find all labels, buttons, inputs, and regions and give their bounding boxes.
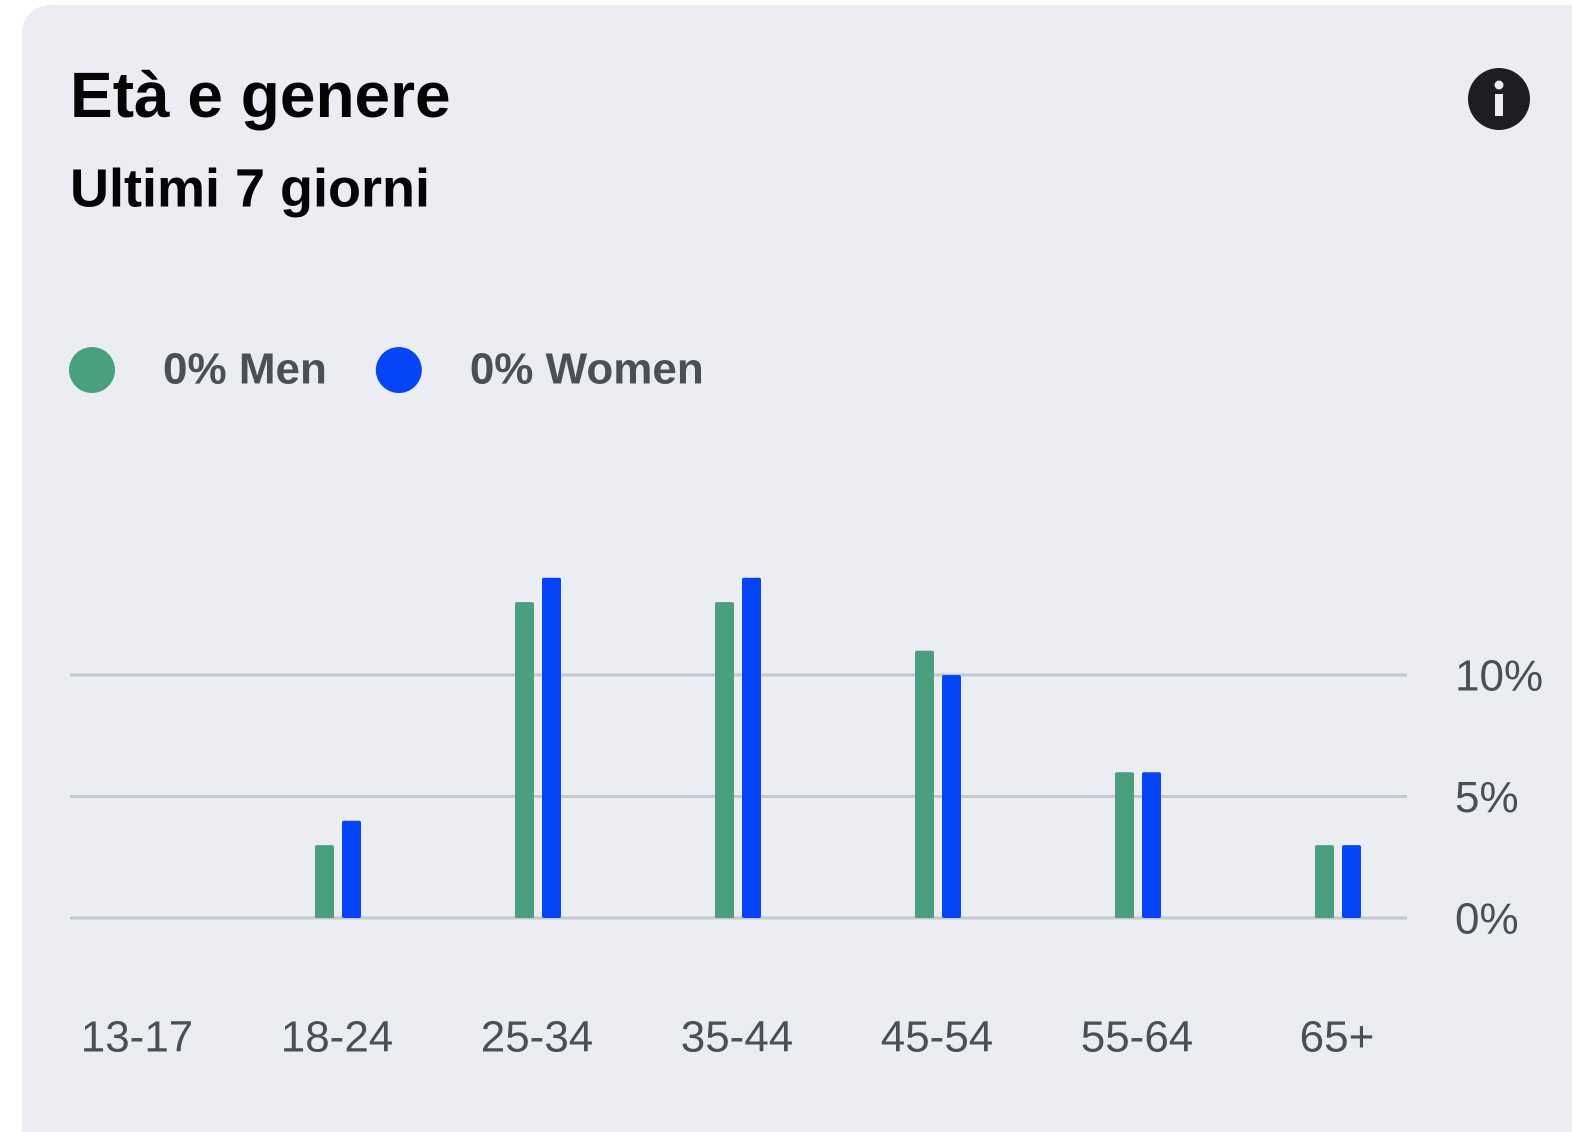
x-tick-label: 65+: [1300, 1013, 1375, 1062]
x-tick-label: 45-54: [881, 1013, 994, 1062]
legend-swatch: [375, 347, 422, 393]
bar: [1342, 845, 1361, 918]
y-tick-label: 5%: [1455, 773, 1519, 822]
x-tick-label: 55-64: [1081, 1013, 1194, 1062]
bar: [542, 577, 561, 918]
chart-subtitle: Ultimi 7 giorni: [70, 158, 430, 218]
x-tick-label: 35-44: [681, 1013, 794, 1062]
info-icon[interactable]: [1468, 68, 1530, 130]
y-tick-label: 0%: [1455, 895, 1519, 944]
bar: [342, 820, 361, 918]
y-tick-label: 10%: [1455, 652, 1543, 701]
x-tick-label: 18-24: [281, 1013, 394, 1062]
bar: [1315, 845, 1334, 918]
bar: [515, 602, 534, 918]
bar: [715, 602, 734, 918]
info-dot[interactable]: [1494, 80, 1504, 90]
bar: [942, 675, 961, 918]
bar: [315, 845, 334, 918]
legend-label: 0% Men: [163, 345, 327, 394]
legend-swatch: [69, 347, 115, 393]
x-tick-label: 25-34: [481, 1013, 594, 1062]
x-tick-label: 13-17: [81, 1013, 194, 1062]
bar: [915, 650, 934, 918]
card: [22, 5, 1572, 1132]
info-bar[interactable]: [1495, 94, 1503, 116]
bar: [742, 577, 761, 918]
bar: [1142, 772, 1161, 918]
legend-label: 0% Women: [470, 345, 704, 394]
chart-title: Età e genere: [70, 59, 451, 131]
bar: [1115, 772, 1134, 918]
